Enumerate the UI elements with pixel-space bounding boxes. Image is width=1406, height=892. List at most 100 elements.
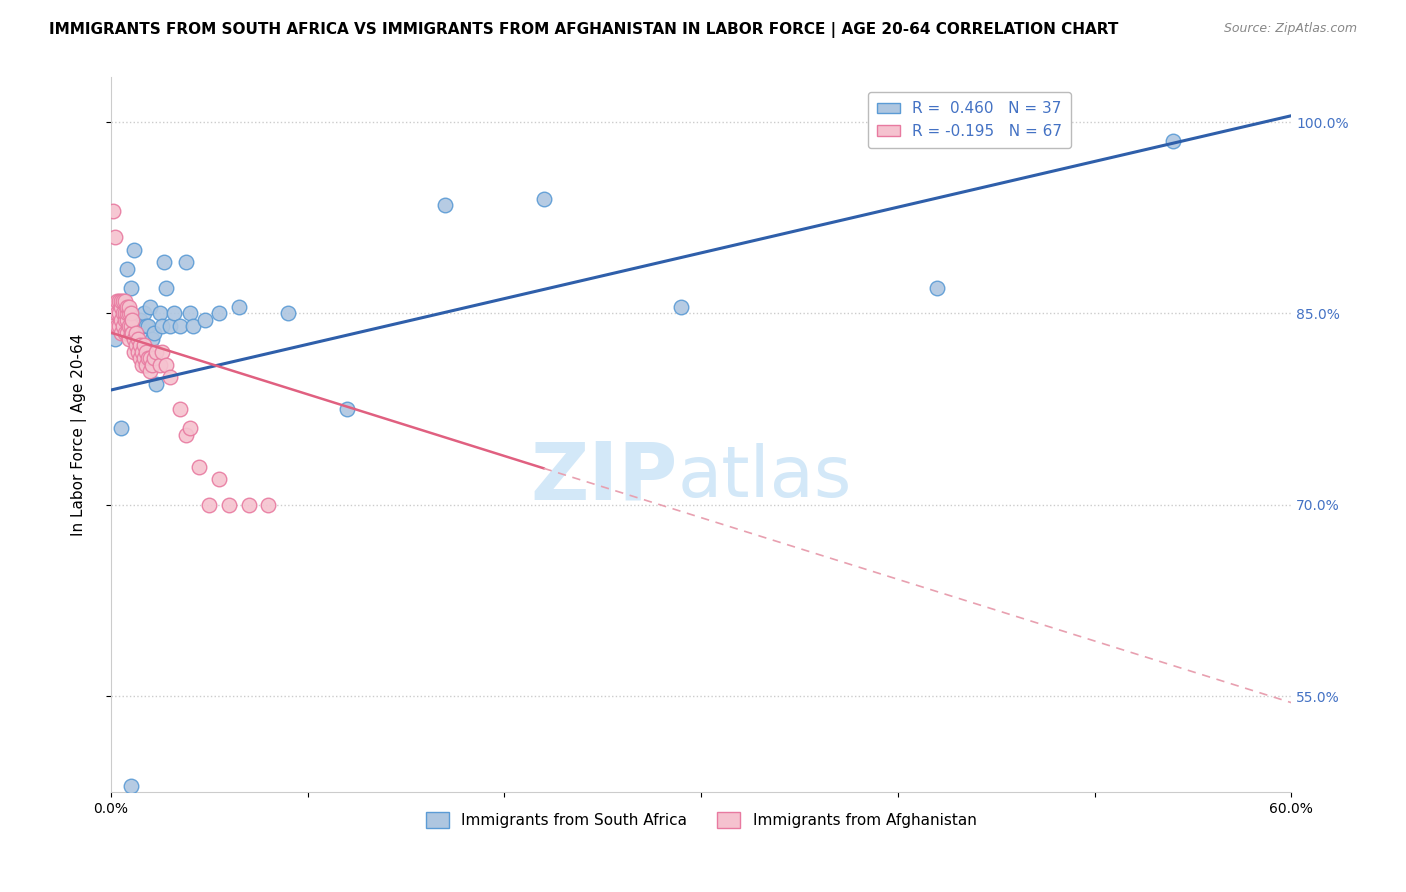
Point	[163, 306, 186, 320]
Point	[117, 332, 139, 346]
Point	[194, 313, 217, 327]
Point	[105, 319, 128, 334]
Point	[155, 281, 177, 295]
Point	[110, 326, 132, 340]
Point	[110, 313, 132, 327]
Point	[107, 293, 129, 308]
Point	[114, 313, 136, 327]
Point	[159, 370, 181, 384]
Point	[188, 459, 211, 474]
Point	[179, 421, 201, 435]
Point	[129, 351, 152, 366]
Point	[434, 198, 457, 212]
Point	[143, 326, 166, 340]
Point	[117, 319, 139, 334]
Point	[169, 319, 191, 334]
Point	[111, 306, 134, 320]
Point	[101, 319, 124, 334]
Point	[114, 326, 136, 340]
Point	[143, 351, 166, 366]
Point	[145, 376, 167, 391]
Point	[927, 281, 949, 295]
Point	[115, 261, 138, 276]
Point	[179, 306, 201, 320]
Point	[277, 306, 299, 320]
Point	[111, 319, 134, 334]
Point	[183, 319, 205, 334]
Point	[114, 293, 136, 308]
Point	[671, 300, 693, 314]
Point	[120, 306, 142, 320]
Text: IMMIGRANTS FROM SOUTH AFRICA VS IMMIGRANTS FROM AFGHANISTAN IN LABOR FORCE | AGE: IMMIGRANTS FROM SOUTH AFRICA VS IMMIGRAN…	[49, 22, 1119, 38]
Point	[110, 300, 132, 314]
Point	[120, 319, 142, 334]
Point	[139, 364, 162, 378]
Point	[129, 313, 152, 327]
Point	[208, 306, 231, 320]
Point	[153, 255, 176, 269]
Point	[257, 498, 280, 512]
Point	[135, 358, 157, 372]
Point	[107, 319, 129, 334]
Point	[111, 293, 134, 308]
Point	[124, 243, 146, 257]
Point	[141, 358, 163, 372]
Point	[125, 338, 148, 352]
Point	[238, 498, 260, 512]
Point	[135, 319, 157, 334]
Point	[131, 358, 153, 372]
Point	[159, 319, 181, 334]
Point	[115, 306, 138, 320]
Point	[198, 498, 221, 512]
Point	[150, 319, 173, 334]
Point	[134, 306, 156, 320]
Point	[145, 344, 167, 359]
Point	[136, 319, 159, 334]
Point	[110, 293, 132, 308]
Point	[131, 344, 153, 359]
Point	[104, 230, 127, 244]
Point	[115, 300, 138, 314]
Point	[107, 306, 129, 320]
Point	[114, 306, 136, 320]
Point	[134, 351, 156, 366]
Point	[139, 351, 162, 366]
Point	[136, 351, 159, 366]
Legend: Immigrants from South Africa, Immigrants from Afghanistan: Immigrants from South Africa, Immigrants…	[419, 806, 983, 834]
Point	[105, 293, 128, 308]
Point	[150, 344, 173, 359]
Point	[134, 338, 156, 352]
Point	[218, 498, 240, 512]
Point	[228, 300, 250, 314]
Point	[149, 306, 172, 320]
Y-axis label: In Labor Force | Age 20-64: In Labor Force | Age 20-64	[72, 334, 87, 536]
Point	[121, 313, 143, 327]
Point	[174, 427, 197, 442]
Point	[1161, 134, 1184, 148]
Point	[117, 306, 139, 320]
Point	[120, 281, 142, 295]
Point	[139, 300, 162, 314]
Point	[208, 472, 231, 486]
Point	[124, 332, 146, 346]
Text: ZIP: ZIP	[530, 439, 678, 516]
Point	[135, 358, 157, 372]
Point	[125, 326, 148, 340]
Point	[110, 421, 132, 435]
Point	[104, 332, 127, 346]
Point	[104, 300, 127, 314]
Point	[101, 204, 124, 219]
Point	[336, 402, 359, 417]
Point	[533, 192, 555, 206]
Point	[127, 332, 149, 346]
Point	[127, 344, 149, 359]
Point	[105, 306, 128, 320]
Point	[120, 326, 142, 340]
Point	[131, 319, 153, 334]
Text: atlas: atlas	[678, 443, 852, 512]
Point	[124, 344, 146, 359]
Point	[155, 358, 177, 372]
Point	[169, 402, 191, 417]
Point	[149, 358, 172, 372]
Point	[174, 255, 197, 269]
